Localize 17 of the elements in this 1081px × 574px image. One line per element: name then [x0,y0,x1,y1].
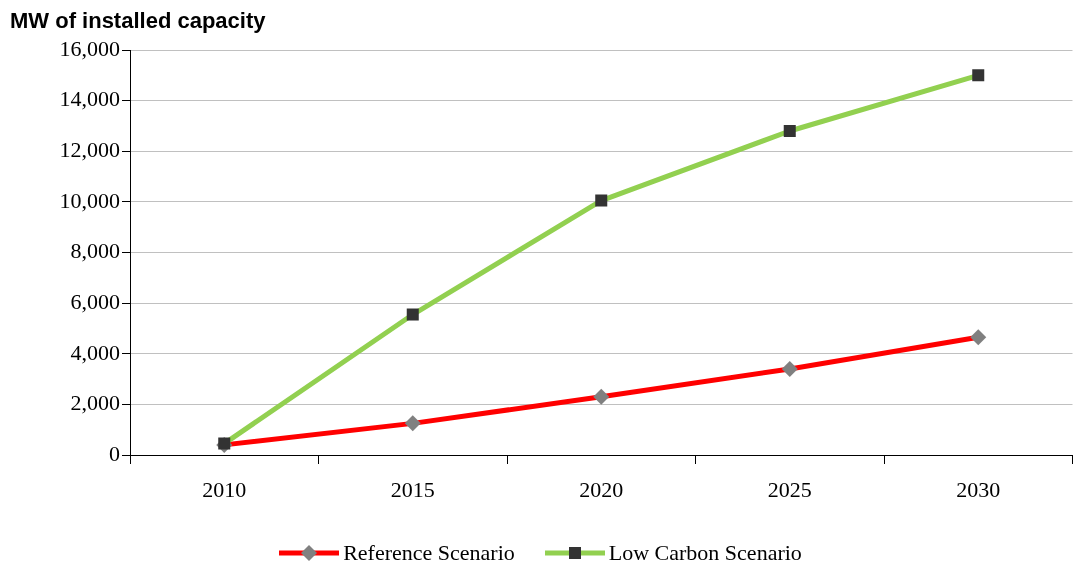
y-axis-title: MW of installed capacity [10,8,266,34]
y-tick-label: 14,000 [59,86,120,112]
x-tick-label: 2020 [579,476,624,502]
y-tick-label: 2,000 [70,390,120,416]
y-tick-label: 8,000 [70,238,120,264]
x-tick-label: 2030 [956,476,1001,502]
x-tick-label: 2015 [390,476,435,502]
y-tick-label: 6,000 [70,288,120,314]
y-tick-label: 12,000 [59,137,120,163]
y-tick-label: 16,000 [59,35,120,61]
x-tick-label: 2025 [767,476,812,502]
y-tick-label: 10,000 [59,187,120,213]
legend-label: Low Carbon Scenario [608,540,802,566]
y-tick-label: 4,000 [70,339,120,365]
x-tick-label: 2010 [202,476,247,502]
legend-label: Reference Scenario [343,540,515,566]
y-tick-label: 0 [109,440,120,466]
